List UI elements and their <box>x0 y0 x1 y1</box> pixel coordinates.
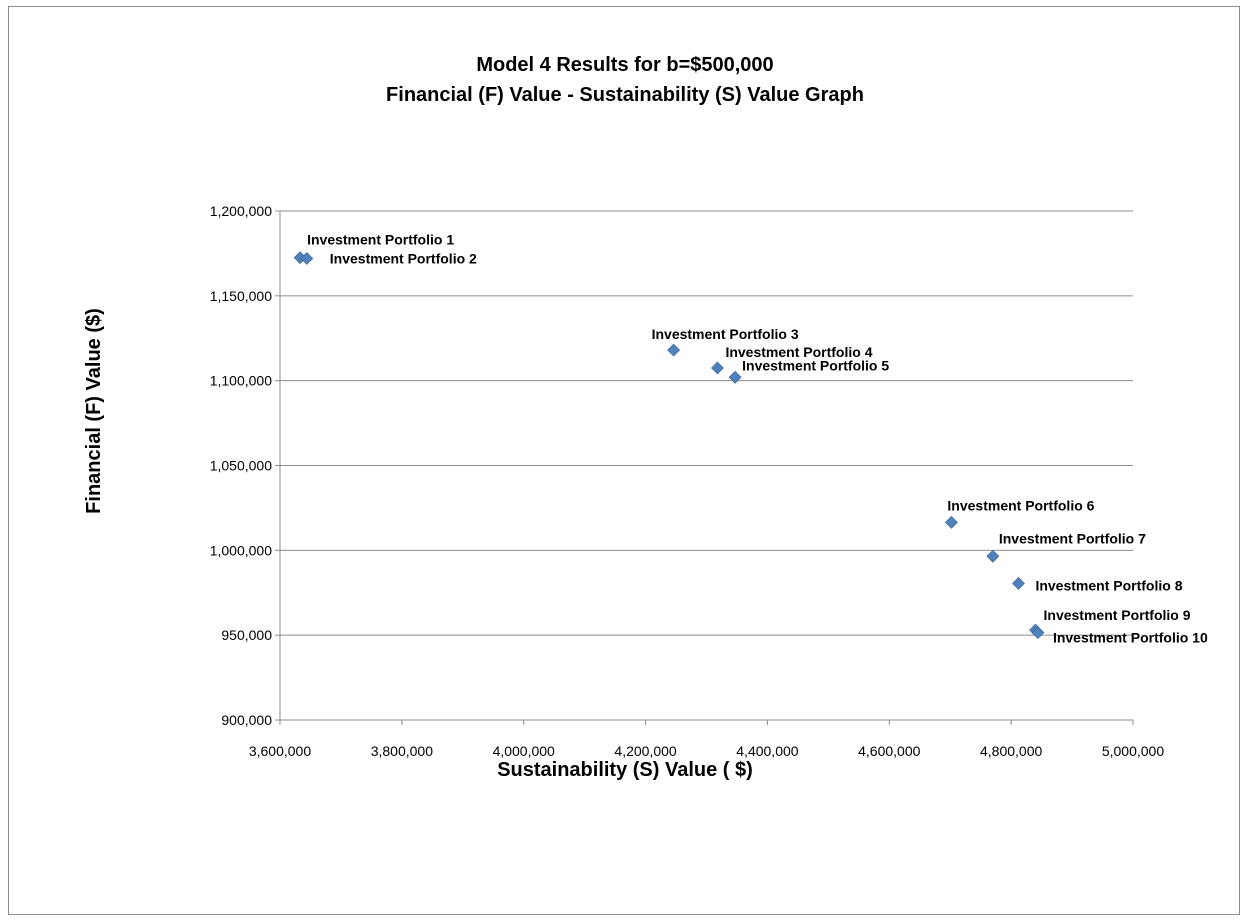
data-point-4 <box>711 361 724 375</box>
data-label-2: Investment Portfolio 2 <box>330 251 477 267</box>
y-tick-label-3: 1,050,000 <box>210 458 272 474</box>
data-point-3 <box>667 343 681 357</box>
x-tick-label-2: 4,000,000 <box>493 743 555 759</box>
x-tick-label-3: 4,200,000 <box>614 743 676 759</box>
data-label-1: Investment Portfolio 1 <box>307 232 454 248</box>
y-tick-label-6: 1,200,000 <box>210 203 272 219</box>
data-label-10: Investment Portfolio 10 <box>1053 630 1208 646</box>
data-label-9: Investment Portfolio 9 <box>1044 607 1191 623</box>
y-tick-label-5: 1,150,000 <box>210 288 272 304</box>
data-label-5: Investment Portfolio 5 <box>742 357 889 373</box>
chart-title-line-1: Model 4 Results for b=$500,000 <box>476 54 774 76</box>
y-tick-label-4: 1,100,000 <box>210 373 272 389</box>
chart-title: Model 4 Results for b=$500,000 Financial… <box>0 50 1250 110</box>
x-tick-label-7: 5,000,000 <box>1102 743 1164 759</box>
data-label-7: Investment Portfolio 7 <box>999 530 1146 546</box>
data-point-7 <box>986 549 1000 563</box>
data-label-6: Investment Portfolio 6 <box>947 497 1094 513</box>
x-tick-label-5: 4,600,000 <box>858 743 920 759</box>
x-tick-label-4: 4,400,000 <box>736 743 798 759</box>
y-tick-label-0: 900,000 <box>221 712 272 728</box>
data-point-10 <box>1031 626 1045 640</box>
x-tick-label-1: 3,800,000 <box>371 743 433 759</box>
chart-area <box>8 6 1240 915</box>
chart-title-line-2: Financial (F) Value - Sustainability (S)… <box>386 84 864 106</box>
y-tick-label-2: 1,000,000 <box>210 542 272 558</box>
y-tick-label-1: 950,000 <box>221 627 272 643</box>
data-label-4: Investment Portfolio 4 <box>725 344 872 360</box>
data-point-5 <box>728 370 742 384</box>
data-point-8 <box>1012 576 1025 590</box>
data-point-2 <box>300 252 314 265</box>
x-tick-label-0: 3,600,000 <box>249 743 311 759</box>
x-tick-label-6: 4,800,000 <box>980 743 1042 759</box>
data-point-6 <box>945 515 958 529</box>
data-label-8: Investment Portfolio 8 <box>1035 577 1182 593</box>
data-label-3: Investment Portfolio 3 <box>652 326 799 342</box>
x-axis-title: Sustainability (S) Value ( $) <box>497 759 753 781</box>
